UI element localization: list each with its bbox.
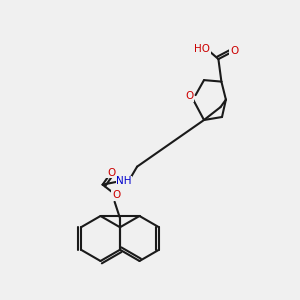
Text: HO: HO <box>194 44 210 54</box>
Text: O: O <box>112 190 120 200</box>
Text: O: O <box>107 168 115 178</box>
Text: O: O <box>185 91 194 101</box>
Text: NH: NH <box>116 176 132 186</box>
Text: O: O <box>230 46 238 56</box>
